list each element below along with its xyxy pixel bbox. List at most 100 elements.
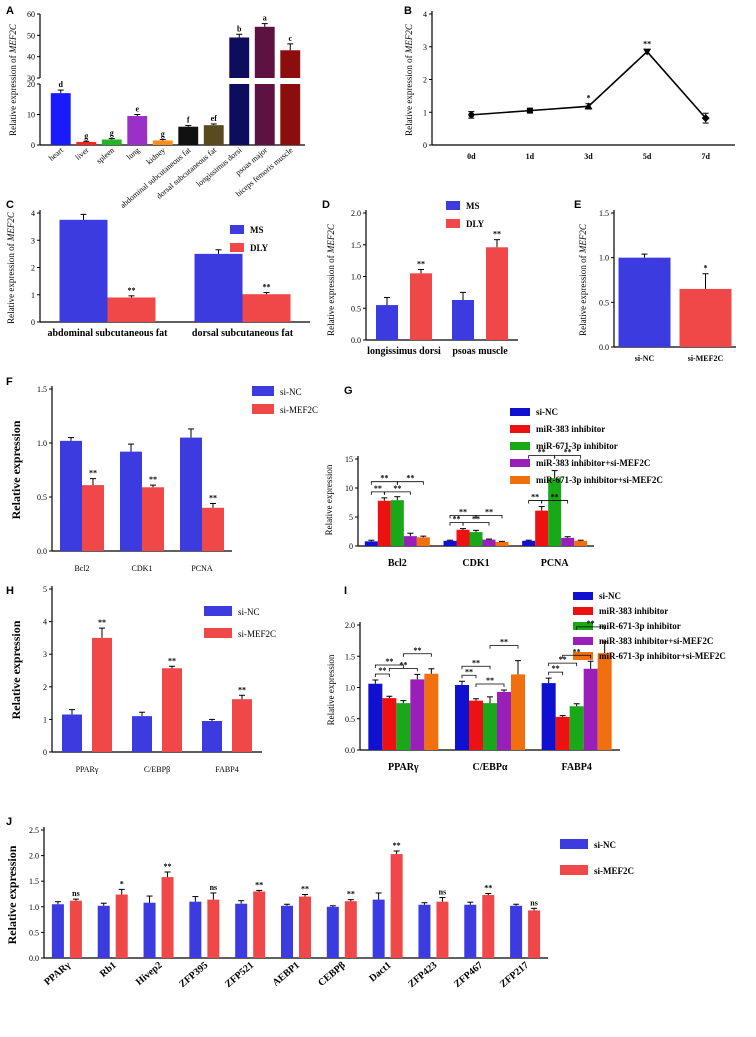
y-tick-label: 0 [43,748,47,757]
y-tick-label: 5 [43,585,47,594]
significance-bracket [388,667,418,672]
y-tick-label: 1 [423,108,427,117]
x-category-label: CDK1 [132,564,153,573]
y-tick-label: 10 [345,484,353,493]
bar [232,699,252,752]
significance-mark: ** [301,885,309,894]
significance-letter: g [110,129,114,138]
bar [464,904,477,958]
bar [482,895,495,958]
bar [69,900,82,958]
bar [82,485,104,551]
legend-label: MS [250,225,264,235]
y-tick-label: 4 [43,618,47,627]
legend-label: DLY [466,219,485,229]
significance-mark: ** [374,484,382,493]
data-point [526,107,533,114]
data-point [584,102,593,110]
legend-label: miR-383 inhibitor [536,424,605,434]
significance-bracket [576,626,606,630]
bar [456,529,470,546]
x-category-label: ZFP395 [177,960,210,990]
x-category-label: si-NC [635,354,655,363]
bar [194,253,243,322]
y-tick-label: 0.5 [351,304,361,313]
y-tick-label: 3 [43,650,47,659]
y-tick-label: 0.0 [345,746,355,755]
y-tick-label: 1 [43,715,47,724]
bar [92,637,112,752]
bar [189,901,202,958]
significance-mark: ** [164,862,172,871]
x-category-label: si-MEF2C [688,354,724,363]
legend-swatch [204,606,232,616]
bar [253,891,266,958]
bar [486,247,508,340]
significance-mark: ** [459,507,467,516]
y-tick-label: 2.0 [351,209,361,218]
x-category-label: Bcl2 [388,558,407,569]
significance-mark: ** [98,618,106,627]
x-category-label: liver [74,145,91,162]
bar [377,500,391,546]
legend-label: miR-383 inhibitor+si-MEF2C [536,458,650,468]
x-category-label: dorsal subcutaneous fat [192,328,294,339]
panel-label: I [344,585,347,597]
x-category-label: longissimus dorsi [367,346,441,357]
bar [299,896,311,958]
significance-mark: * [704,264,708,273]
y-tick-label: 1.5 [345,652,355,661]
bar [597,653,612,750]
legend-label: si-NC [280,387,302,397]
bar [161,877,174,958]
legend-swatch [560,865,588,875]
significance-mark: ** [587,619,595,628]
legend-label: si-MEF2C [594,866,634,876]
legend-swatch [573,622,593,630]
significance-bracket [562,654,592,659]
legend-label: MS [466,201,480,211]
bar [62,714,82,752]
bar [583,668,598,750]
bar [418,904,431,958]
significance-mark: ** [149,475,157,484]
bar [497,691,511,750]
bar [59,219,108,322]
bar [281,905,293,958]
legend-label: si-NC [594,840,616,850]
y-tick-label: 0.5 [29,928,39,937]
bar [115,894,128,958]
y-axis-label: Relative expression of MEF2C [326,223,336,336]
y-tick-label: 3 [423,43,427,52]
legend-swatch [573,592,593,600]
legend-swatch [252,404,274,414]
significance-letter: f [187,115,190,124]
bar [469,700,483,750]
legend-swatch [230,243,244,252]
significance-mark: ** [551,493,559,502]
bar [495,541,509,546]
legend-swatch [510,459,530,467]
x-category-label: kidney [145,146,167,167]
bar [178,126,199,145]
x-category-label: abdominal subcutaneous fat [47,328,168,339]
x-category-label: PPARγ [388,762,419,773]
data-point [701,114,710,123]
y-tick-label: 0 [31,141,35,150]
y-tick-label: 5 [349,513,353,522]
significance-mark: ** [385,657,393,666]
x-category-label: Bcl2 [74,564,89,573]
significance-bracket [461,674,477,679]
bar [368,683,383,750]
significance-mark: ** [168,656,176,665]
y-axis-label: Relative expression [326,654,336,725]
significance-letter: d [59,80,64,89]
x-category-label: ZFP423 [406,960,439,990]
legend-label: DLY [250,243,269,253]
bar [101,139,122,145]
significance-mark: ** [378,666,386,675]
x-category-label: PPARγ [42,960,73,988]
bar [97,905,110,958]
significance-bracket [461,665,491,670]
